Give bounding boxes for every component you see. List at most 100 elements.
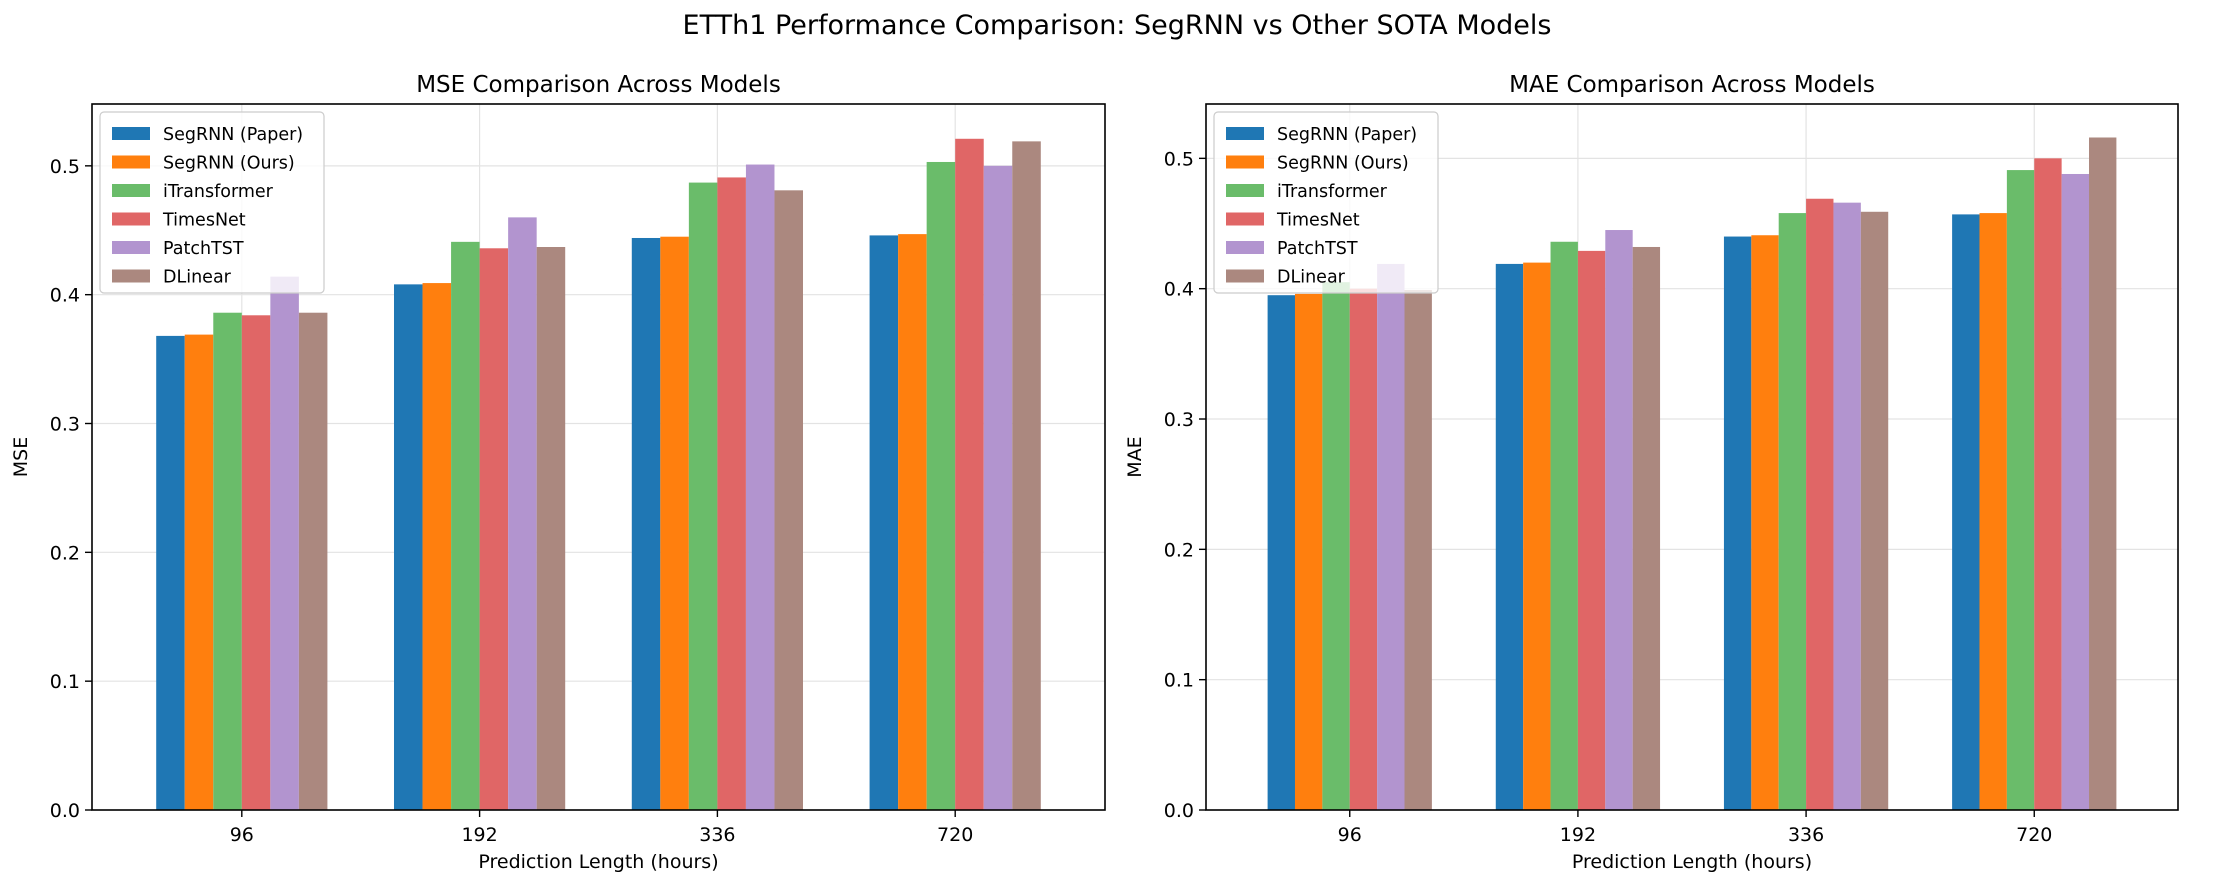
x-tick-label: 192	[1560, 824, 1596, 846]
legend-entry: SegRNN (Ours)	[1277, 154, 1409, 174]
bar	[2034, 158, 2062, 811]
bar	[1723, 236, 1752, 810]
legend-swatch	[112, 212, 150, 226]
bar	[393, 284, 423, 810]
bar	[536, 247, 566, 810]
bar	[270, 276, 299, 811]
x-tick-label: 336	[1788, 824, 1824, 846]
legend-entry: iTransformer	[1277, 182, 1388, 202]
bar	[745, 164, 775, 811]
legend-entry: TimesNet	[162, 211, 246, 231]
x-tick-label: 96	[1338, 824, 1362, 846]
bar	[926, 161, 956, 810]
bar	[1860, 211, 1889, 811]
legend: SegRNN (Paper) SegRNN (Ours) iTransformer T…	[1213, 111, 1439, 294]
plot-frame	[1205, 103, 2179, 811]
chart-panel-2: 0.0 0.1 0.2 0.3 0.4 0.5 96 192 336 720 MAE Compari…	[1124, 72, 2179, 873]
x-tick-label: 96	[230, 824, 254, 846]
bar	[1523, 262, 1551, 810]
x-tick-label: 720	[937, 824, 973, 846]
y-tick-label: 0.1	[50, 671, 80, 693]
legend: SegRNN (Paper) SegRNN (Ours) iTransformer T…	[99, 111, 325, 294]
chart-title: MSE Comparison Across Models	[416, 72, 781, 98]
legend-swatch	[1226, 155, 1264, 169]
bar	[1322, 282, 1350, 810]
legend-swatch	[112, 269, 150, 283]
bar	[422, 283, 452, 810]
bar	[2006, 170, 2035, 811]
bar	[1833, 202, 1861, 810]
bar	[508, 217, 537, 811]
bar	[688, 182, 718, 810]
legend-frame	[99, 111, 325, 294]
bar	[869, 235, 899, 810]
bar	[156, 335, 185, 810]
bar	[717, 177, 746, 810]
bar	[1404, 289, 1432, 810]
legend-swatch	[112, 127, 150, 140]
chart-panel-1: 0.0 0.1 0.2 0.3 0.4 0.5 96 192 336 720 MSE Compari…	[10, 72, 1106, 873]
bar	[1495, 263, 1524, 810]
y-tick-label: 0.1	[1164, 670, 1194, 692]
legend-entry: TimesNet	[1276, 211, 1360, 231]
legend-entry: SegRNN (Paper)	[163, 125, 303, 145]
y-tick-label: 0.4	[1164, 279, 1194, 301]
legend-frame	[1213, 111, 1439, 294]
bar	[898, 234, 927, 811]
bar	[1377, 263, 1405, 810]
bar	[2089, 137, 2117, 810]
legend-entry: PatchTST	[163, 239, 244, 259]
legend-entry: SegRNN (Ours)	[163, 154, 295, 174]
x-axis-label: Prediction Length (hours)	[478, 851, 718, 873]
y-axis-label: MSE	[10, 437, 32, 477]
bar	[1952, 214, 1980, 810]
plot-frame	[91, 103, 1106, 811]
y-tick-label: 0.3	[50, 414, 80, 436]
bar	[213, 312, 242, 810]
legend-entry: SegRNN (Paper)	[1277, 125, 1417, 145]
chart-title: MAE Comparison Across Models	[1509, 72, 1875, 98]
bar	[298, 312, 328, 810]
bar	[1806, 198, 1834, 810]
y-tick-label: 0.5	[1164, 148, 1194, 170]
figure-title: ETTh1 Performance Comparison: SegRNN vs …	[682, 10, 1552, 41]
bar	[660, 236, 689, 810]
bar	[983, 165, 1013, 810]
legend-swatch	[1226, 127, 1264, 140]
x-axis-label: Prediction Length (hours)	[1572, 851, 1812, 873]
bar	[2061, 173, 2090, 811]
bar	[479, 248, 509, 810]
y-tick-label: 0.2	[50, 542, 80, 564]
legend-entry: iTransformer	[163, 182, 274, 202]
legend-entry: DLinear	[1277, 268, 1346, 288]
y-axis-label: MAE	[1124, 436, 1146, 477]
x-tick-label: 336	[699, 824, 735, 846]
bar	[1012, 141, 1041, 810]
y-tick-label: 0.0	[1164, 800, 1194, 822]
bar	[1778, 213, 1807, 811]
y-tick-label: 0.2	[1164, 539, 1194, 561]
legend-entry: PatchTST	[1277, 239, 1358, 259]
bar	[184, 334, 214, 810]
bar	[1267, 295, 1295, 810]
bar	[1577, 250, 1606, 811]
bar	[774, 190, 804, 811]
legend-swatch	[112, 155, 150, 169]
y-tick-label: 0.4	[50, 285, 80, 307]
bar	[451, 241, 480, 811]
bar	[1751, 235, 1779, 811]
y-tick-label: 0.5	[50, 156, 80, 178]
bar	[631, 237, 661, 810]
bar	[1349, 288, 1378, 810]
bar	[1550, 241, 1578, 810]
legend-swatch	[112, 241, 150, 254]
x-tick-label: 720	[2016, 824, 2052, 846]
legend-entry: DLinear	[163, 268, 232, 288]
legend-swatch	[1226, 241, 1264, 254]
y-tick-label: 0.0	[50, 800, 80, 822]
x-tick-label: 192	[461, 824, 497, 846]
bar	[241, 315, 271, 810]
y-tick-label: 0.3	[1164, 409, 1194, 431]
bar	[1294, 293, 1323, 810]
bar	[955, 138, 984, 810]
